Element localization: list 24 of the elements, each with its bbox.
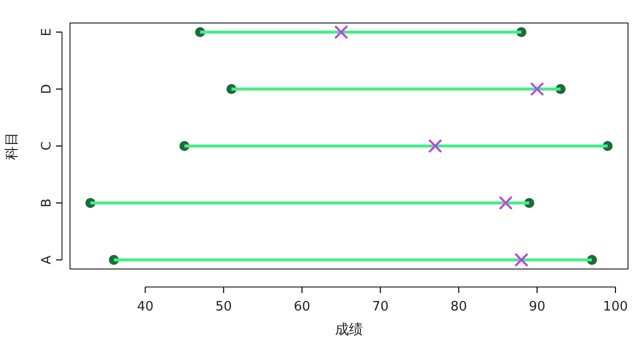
x-axis-title: 成绩: [335, 322, 363, 338]
x-tick-label: 70: [372, 299, 389, 314]
point: [530, 82, 544, 96]
x-tick-label: 90: [528, 299, 546, 314]
y-tick-label: E: [40, 28, 55, 36]
y-tick-label: D: [40, 84, 55, 94]
x-tick-label: 60: [294, 299, 310, 314]
x-tick-label: 80: [450, 299, 467, 314]
x-tick-label: 50: [215, 299, 232, 314]
bar: [90, 201, 530, 204]
bar: [231, 88, 561, 91]
x-tick-label: 100: [603, 299, 628, 314]
y-tick-label: C: [40, 141, 55, 151]
point: [498, 196, 513, 210]
bar: [200, 30, 522, 34]
point: [514, 252, 528, 267]
y-axis-title: 科目: [4, 132, 20, 160]
point: [428, 139, 442, 153]
bar: [114, 258, 592, 262]
point: [334, 25, 348, 40]
y-tick-label: A: [40, 255, 55, 264]
x-tick-label: 40: [136, 299, 154, 314]
bar: [184, 144, 608, 148]
y-tick-label: B: [40, 198, 55, 208]
